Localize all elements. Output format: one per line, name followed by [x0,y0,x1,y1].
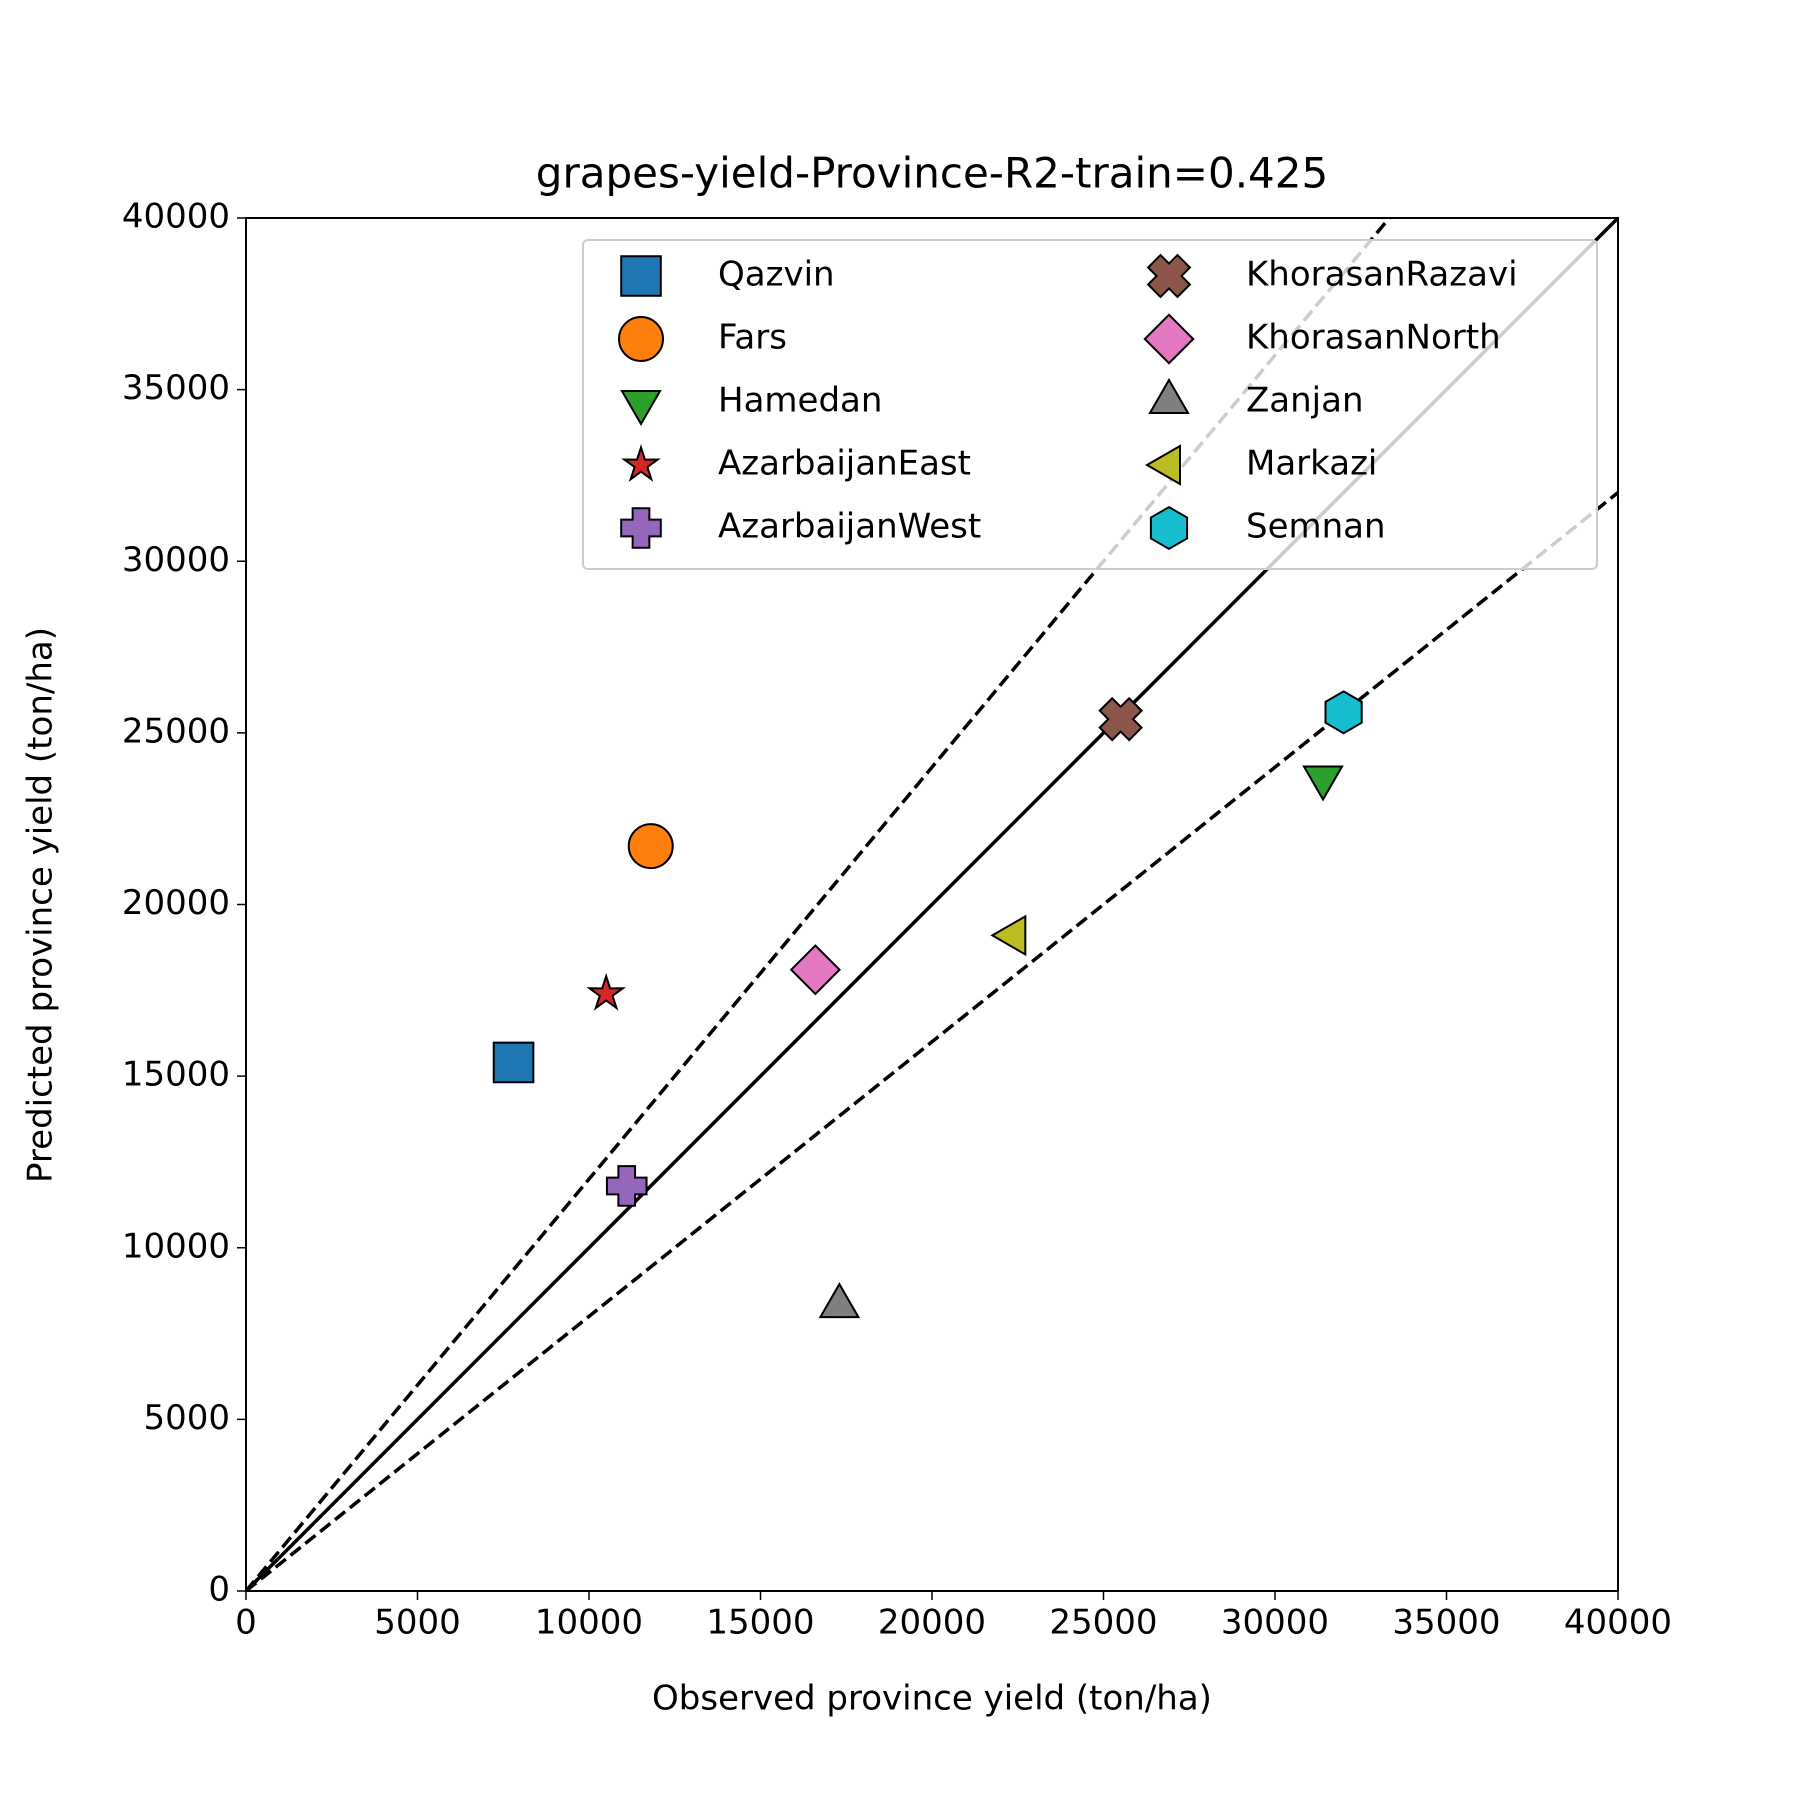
legend-label: AzarbaijanWest [718,507,981,547]
data-point [605,1165,648,1207]
x-tick-label: 10000 [535,1603,643,1643]
data-point [990,914,1027,957]
reference-line [246,491,1618,1591]
x-tick-label: 35000 [1392,1603,1500,1643]
data-point [492,1041,535,1084]
legend-label: AzarbaijanEast [718,444,971,484]
legend-label: Semnan [1246,507,1386,547]
legend-box [582,239,1598,570]
data-point [1324,690,1363,735]
y-tick-label: 30000 [122,540,230,580]
y-tick-label: 20000 [122,883,230,923]
legend-label: KhorasanNorth [1246,318,1501,358]
legend-marker [1144,444,1181,486]
data-point [1098,696,1143,742]
y-tick-label: 5000 [143,1398,230,1438]
legend-label: Zanjan [1246,381,1364,421]
chart-title: grapes-yield-Province-R2-train=0.425 [536,149,1328,198]
x-tick-label: 15000 [706,1603,814,1643]
x-tick-label: 40000 [1564,1603,1672,1643]
data-point [627,823,674,870]
legend-marker [1149,505,1189,551]
y-tick-label: 15000 [122,1055,230,1095]
data-point [818,1282,861,1319]
legend-marker [1143,313,1195,365]
y-axis-label: Predicted province yield (ton/ha) [21,627,61,1183]
x-tick-label: 5000 [374,1603,461,1643]
y-tick-label: 35000 [122,368,230,408]
x-tick-label: 30000 [1221,1603,1329,1643]
legend-marker [620,255,662,297]
legend-label: Markazi [1246,444,1377,484]
x-tick-label: 25000 [1049,1603,1157,1643]
legend: Qazvin Fars Hamedan AzarbaijanEast Azarbaija… [582,239,1598,570]
legend-label: KhorasanRazavi [1246,255,1518,295]
data-point [789,944,841,996]
legend-marker [621,444,661,482]
axes-frame [245,217,1619,1592]
legend-marker [1148,377,1190,414]
y-tick-label: 10000 [122,1226,230,1266]
data-point [1302,765,1344,802]
data-point [586,972,626,1011]
legend-marker [620,390,662,427]
x-axis-label: Observed province yield (ton/ha) [652,1679,1212,1719]
y-tick-label: 0 [208,1570,230,1610]
legend-label: Qazvin [718,255,835,295]
legend-marker [617,316,665,362]
legend-marker [1146,253,1192,299]
legend-label: Fars [718,318,787,358]
legend-marker [620,507,662,549]
x-tick-label: 20000 [878,1603,986,1643]
x-tick-label: 0 [235,1603,257,1643]
legend-label: Hamedan [718,381,882,421]
y-tick-label: 40000 [122,197,230,237]
y-tick-label: 25000 [122,711,230,751]
